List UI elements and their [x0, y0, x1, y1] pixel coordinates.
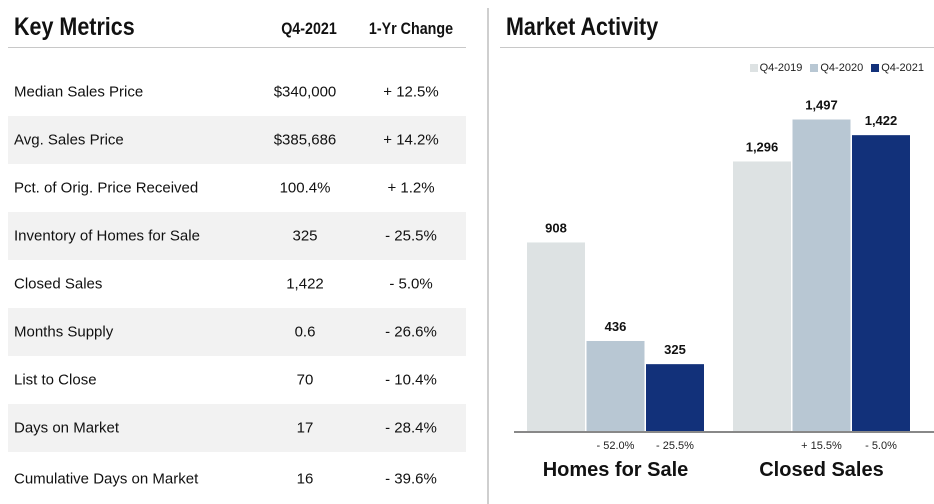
metric-value: $385,686 — [273, 131, 337, 149]
metric-label: Avg. Sales Price — [14, 131, 124, 149]
key-metrics-panel: Key Metrics Q4-2021 1-Yr Change Median S… — [8, 5, 466, 503]
bar-q4-2020-homes-for-sale — [586, 340, 645, 432]
metric-value: 325 — [292, 227, 318, 245]
bar-value-label: 325 — [664, 342, 686, 357]
metric-value: 100.4% — [279, 179, 331, 197]
metric-row: Months Supply 0.6 - 26.6% — [8, 308, 466, 356]
column-header-period: Q4-2021 — [281, 19, 337, 38]
metric-row: Closed Sales 1,422 - 5.0% — [8, 260, 466, 308]
metric-change: - 26.6% — [385, 323, 437, 341]
metric-value: 70 — [296, 371, 314, 389]
metric-value: 1,422 — [286, 275, 324, 293]
bar-value-label: 1,497 — [805, 98, 838, 113]
bar-q4-2020-closed-sales — [792, 119, 851, 432]
legend-swatch — [749, 64, 758, 72]
chart-legend: Q4-2019 Q4-2020 Q4-2021 — [749, 62, 924, 74]
bar-q4-2021-closed-sales — [852, 135, 910, 432]
metric-row: Cumulative Days on Market 16 - 39.6% — [8, 455, 466, 503]
legend-item: Q4-2019 — [749, 62, 803, 74]
metric-label: Closed Sales — [14, 275, 103, 293]
metric-row: Pct. of Orig. Price Received 100.4% + 1.2% — [8, 164, 466, 212]
market-activity-header: Market Activity — [500, 5, 934, 48]
metric-change: + 14.2% — [383, 131, 439, 149]
legend-swatch — [871, 64, 880, 72]
metric-value: $340,000 — [273, 83, 337, 101]
bar-value-label: 436 — [605, 319, 627, 334]
metric-label: Inventory of Homes for Sale — [14, 227, 200, 245]
metric-change: - 10.4% — [385, 371, 437, 389]
metric-value: 16 — [296, 470, 314, 488]
bar-value-label: 1,296 — [746, 139, 779, 154]
metric-row: Days on Market 17 - 28.4% — [8, 404, 466, 452]
metric-label: List to Close — [14, 371, 97, 389]
key-metrics-header: Key Metrics Q4-2021 1-Yr Change — [8, 5, 466, 48]
change-label: + 15.5% — [801, 440, 842, 452]
legend-item: Q4-2021 — [871, 62, 924, 74]
key-metrics-title: Key Metrics — [14, 13, 135, 41]
metric-change: + 1.2% — [387, 179, 435, 197]
metric-label: Median Sales Price — [14, 83, 144, 101]
bar-value-label: 908 — [545, 220, 567, 235]
legend-label: Q4-2021 — [881, 62, 924, 74]
bar-q4-2021-homes-for-sale — [646, 364, 704, 432]
bar-q4-2019-closed-sales — [733, 161, 791, 432]
metric-row: Inventory of Homes for Sale 325 - 25.5% — [8, 212, 466, 260]
panel-divider — [487, 8, 489, 504]
metric-change: + 12.5% — [383, 83, 439, 101]
metric-label: Pct. of Orig. Price Received — [14, 179, 199, 197]
metric-change: - 5.0% — [389, 275, 433, 293]
legend-label: Q4-2019 — [759, 62, 803, 74]
change-label: - 52.0% — [597, 440, 635, 452]
metric-row: Median Sales Price $340,000 + 12.5% — [8, 68, 466, 116]
metric-label: Days on Market — [14, 419, 120, 437]
market-activity-panel: Market Activity Q4-2019 Q4-2020 Q4-2021 90… — [490, 0, 934, 504]
metric-label: Cumulative Days on Market — [14, 470, 199, 488]
market-activity-title: Market Activity — [506, 13, 659, 41]
bar-q4-2019-homes-for-sale — [527, 242, 585, 432]
metric-value: 17 — [296, 419, 314, 437]
change-label: - 25.5% — [656, 440, 694, 452]
metric-row: List to Close 70 - 10.4% — [8, 356, 466, 404]
column-header-change: 1-Yr Change — [368, 19, 454, 38]
metric-value: 0.6 — [294, 323, 316, 341]
legend-swatch — [810, 64, 819, 72]
metric-change: - 28.4% — [385, 419, 437, 437]
category-label: Closed Sales — [759, 459, 884, 481]
change-label: - 5.0% — [865, 440, 897, 452]
legend-item: Q4-2020 — [810, 62, 863, 74]
metric-label: Months Supply — [14, 323, 114, 341]
market-activity-chart: 908 436 - 52.0% 325 - 25.5% Homes for Sale 1,2… — [514, 98, 934, 481]
metric-change: - 25.5% — [385, 227, 437, 245]
legend-label: Q4-2020 — [820, 62, 864, 74]
metric-row: Avg. Sales Price $385,686 + 14.2% — [8, 116, 466, 164]
metric-change: - 39.6% — [385, 470, 437, 488]
bar-value-label: 1,422 — [865, 113, 898, 128]
category-label: Homes for Sale — [543, 459, 689, 481]
